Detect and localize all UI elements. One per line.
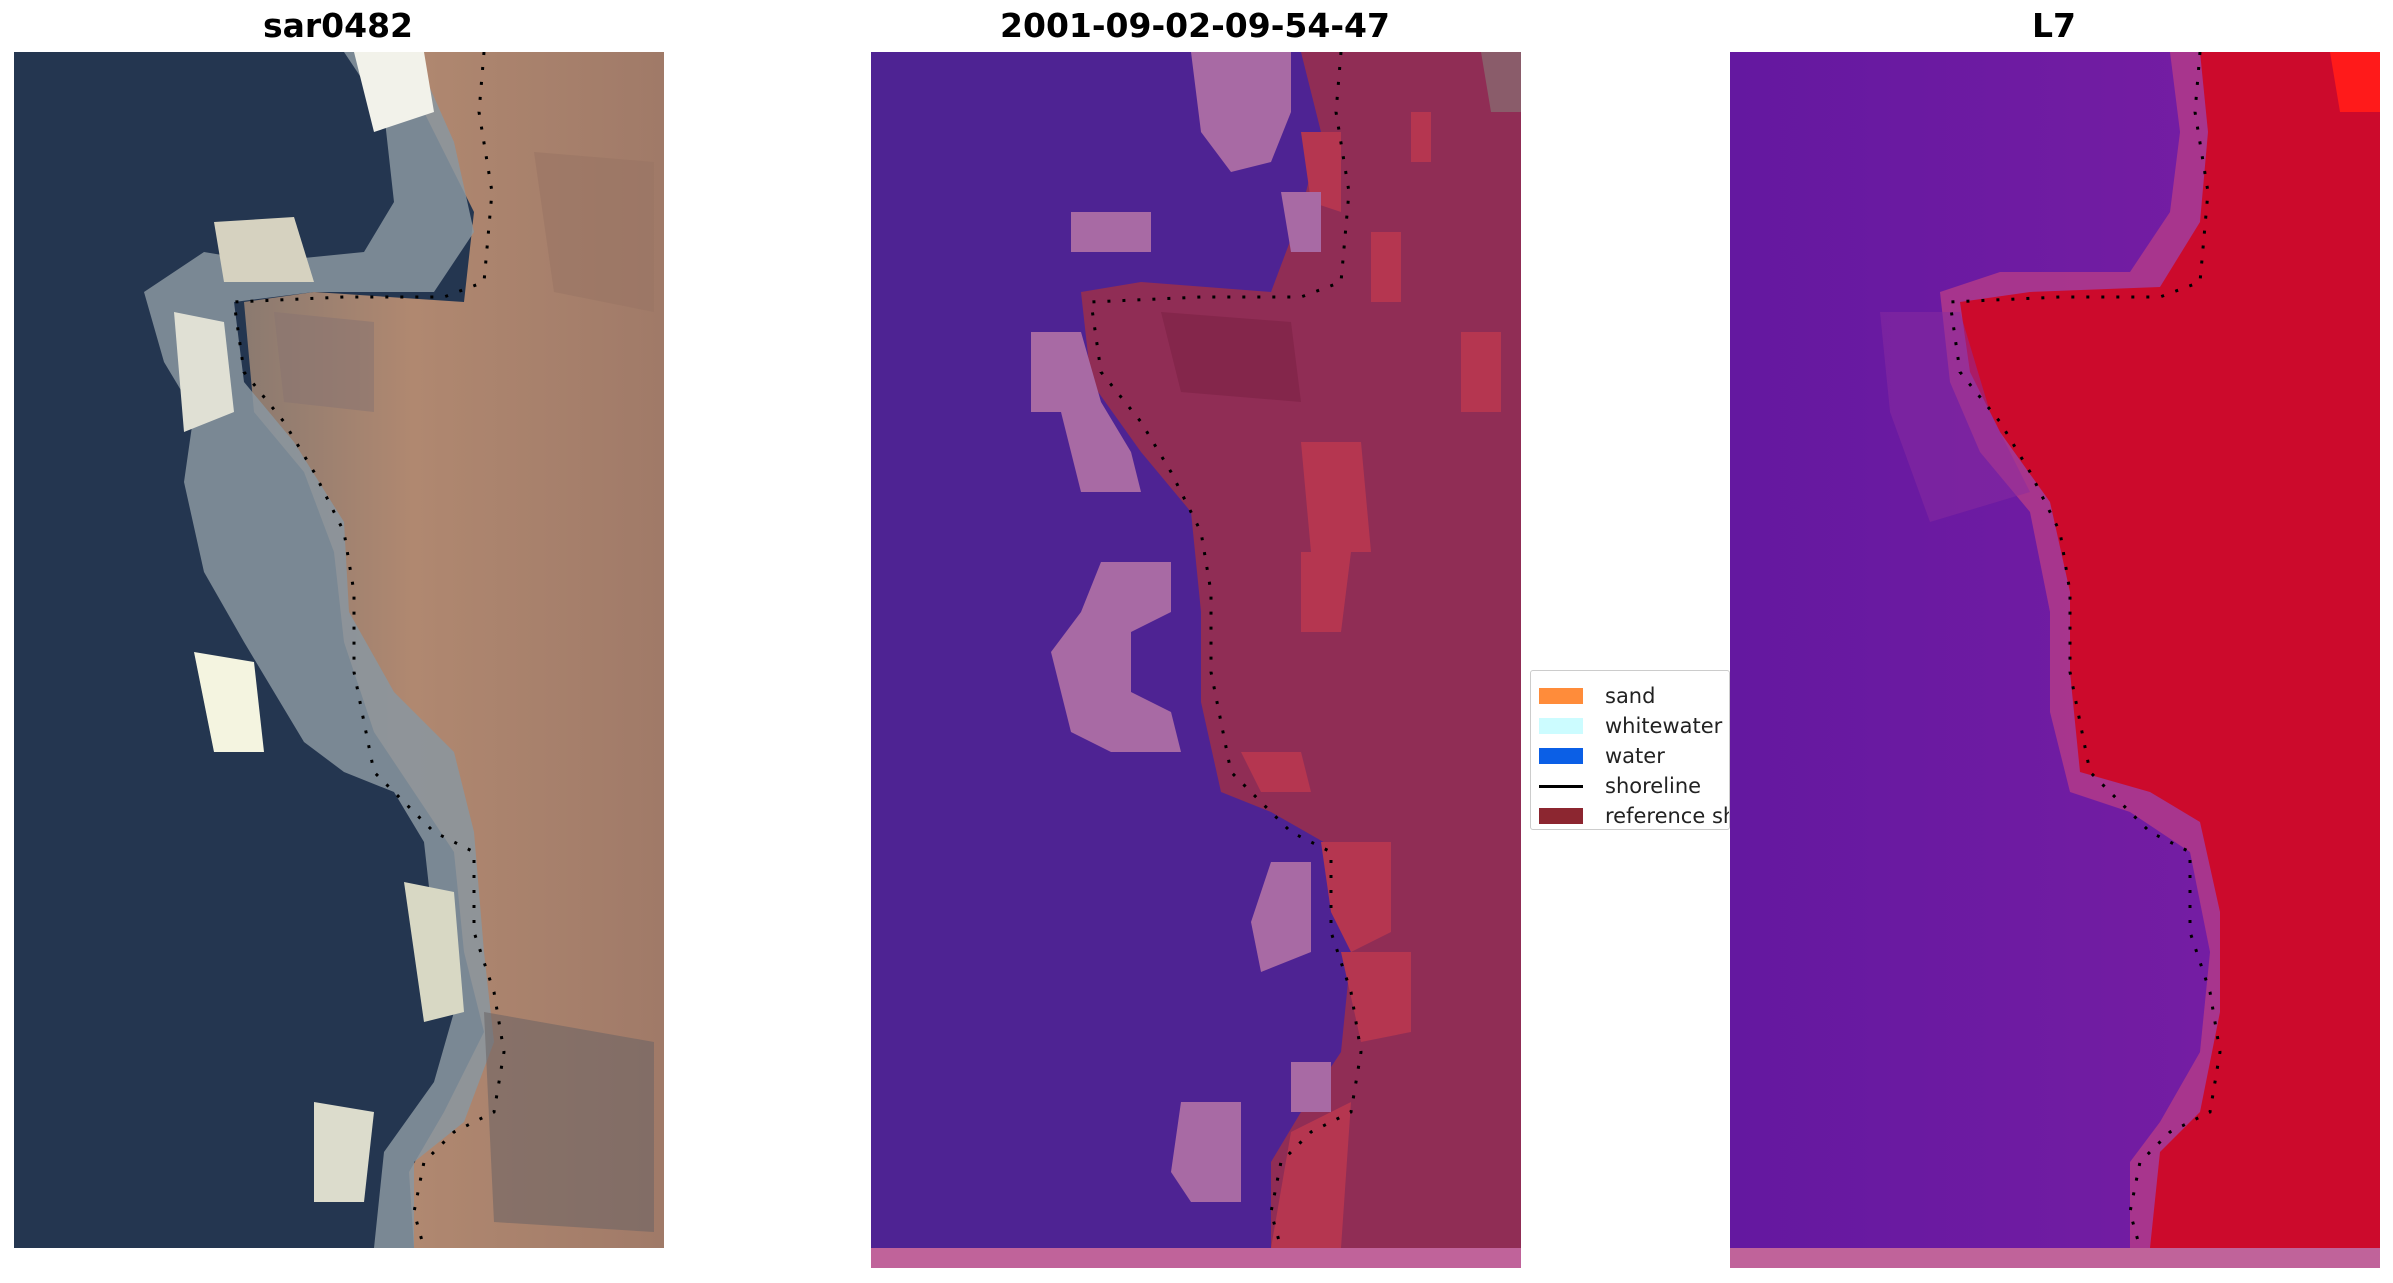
panel-title-index: L7 [2032, 6, 2076, 45]
legend-label-water: water [1605, 744, 1665, 768]
shoreline-line-icon [1539, 784, 1583, 788]
panel-title-rgb: sar0482 [262, 6, 414, 45]
legend-label-shoreline: shoreline [1605, 774, 1702, 798]
legend-item-whitewater: whitewater [1539, 711, 1722, 741]
water-swatch [1539, 748, 1583, 764]
legend-label-reference-shoreline: reference shoreline [1605, 804, 1729, 828]
whitewater-swatch [1539, 718, 1583, 734]
sand-swatch [1539, 688, 1583, 704]
legend-item-reference-shoreline: reference shoreline [1539, 801, 1729, 829]
legend-item-shoreline: shoreline [1539, 771, 1701, 801]
panel-title-classification: 2001-09-02-09-54-47 [1000, 6, 1390, 45]
rgb-image [14, 52, 664, 1248]
legend-item-water: water [1539, 741, 1665, 771]
legend-label-whitewater: whitewater [1605, 714, 1723, 738]
legend: sand whitewater water shoreline referenc… [1530, 670, 1730, 830]
index-map [1730, 52, 2380, 1268]
classification-panel [871, 52, 1521, 1268]
rgb-image-panel [14, 52, 664, 1248]
legend-label-sand: sand [1605, 684, 1656, 708]
legend-item-sand: sand [1539, 681, 1655, 711]
classification-map [871, 52, 1521, 1268]
reference-shoreline-swatch [1539, 808, 1583, 824]
index-panel [1730, 52, 2380, 1268]
